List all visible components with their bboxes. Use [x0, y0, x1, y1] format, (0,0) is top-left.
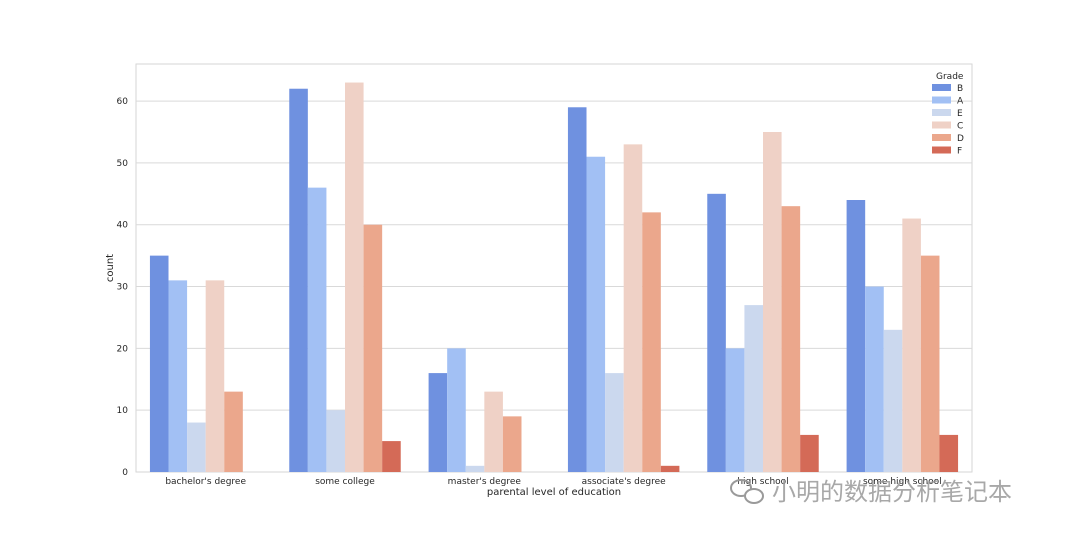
y-tick-label: 30	[117, 283, 129, 293]
bar	[707, 193, 726, 472]
legend-label: C	[957, 122, 963, 132]
bar	[744, 305, 763, 472]
legend-label: B	[957, 84, 963, 94]
bar	[763, 132, 782, 472]
legend-swatch	[932, 84, 951, 91]
bar	[920, 255, 940, 472]
legend-label: F	[957, 147, 962, 157]
bar	[846, 200, 866, 472]
bar	[382, 441, 401, 472]
legend-swatch	[932, 109, 951, 116]
bar	[725, 348, 745, 472]
legend-swatch	[932, 121, 951, 129]
legend-title: Grade	[936, 72, 964, 82]
bar	[345, 82, 364, 472]
bar	[567, 107, 587, 472]
bar	[865, 286, 884, 472]
x-tick-label: high school	[737, 477, 788, 487]
bar	[447, 348, 466, 472]
y-tick-label: 60	[117, 97, 129, 107]
bar	[883, 329, 903, 472]
x-tick-label: some college	[315, 477, 375, 487]
bar	[326, 410, 345, 472]
bar	[902, 218, 921, 472]
y-tick-label: 0	[122, 468, 128, 478]
y-tick-label: 10	[117, 406, 129, 416]
y-tick-label: 20	[117, 344, 129, 354]
legend-label: E	[957, 109, 963, 119]
bar	[168, 280, 188, 472]
bar	[623, 144, 643, 472]
x-axis-title: parental level of education	[487, 487, 621, 498]
bar	[363, 224, 383, 472]
x-tick-label: master's degree	[448, 477, 522, 487]
bar	[224, 391, 243, 472]
bars	[149, 82, 959, 473]
plot-area	[135, 63, 973, 473]
bar	[586, 156, 606, 472]
bar	[428, 373, 448, 472]
watermark: 小明的数据分析笔记本	[730, 478, 1012, 506]
bar	[800, 434, 819, 472]
x-tick-label: bachelor's degree	[165, 477, 246, 487]
bar	[781, 206, 801, 472]
legend-label: D	[957, 134, 964, 144]
legend-swatch	[932, 134, 951, 141]
bar	[939, 434, 959, 472]
bar	[205, 280, 225, 472]
bar	[502, 416, 522, 472]
bar	[642, 212, 661, 472]
bar	[149, 255, 169, 472]
wechat-icon	[730, 479, 764, 504]
y-tick-label: 50	[117, 159, 129, 169]
y-axis-title: count	[105, 254, 116, 282]
bar	[289, 88, 308, 473]
legend-label: A	[957, 97, 964, 107]
watermark-text: 小明的数据分析笔记本	[772, 478, 1012, 506]
bar	[465, 465, 485, 472]
bar	[660, 465, 680, 472]
bar	[484, 391, 503, 472]
legend-swatch	[932, 146, 951, 154]
x-tick-labels: bachelor's degree some college master's de…	[165, 477, 941, 487]
gridlines	[136, 100, 972, 411]
y-tick-labels: 0 10 20 30 40 50 60	[117, 97, 129, 478]
x-tick-label: some high school	[863, 477, 942, 487]
y-tick-label: 40	[117, 221, 129, 231]
legend-swatch	[932, 96, 951, 104]
bar	[307, 187, 327, 473]
x-tick-label: associate's degree	[582, 477, 666, 487]
bar	[187, 422, 206, 472]
bar	[605, 373, 624, 472]
